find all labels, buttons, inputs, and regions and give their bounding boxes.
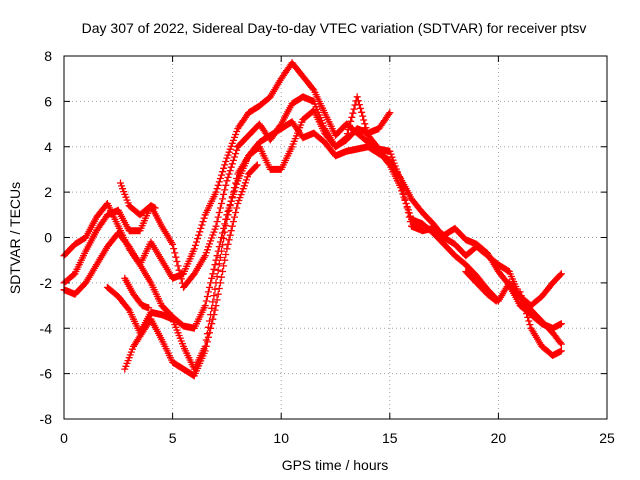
y-axis-label: SDTVAR / TECUs xyxy=(7,182,23,294)
x-tick-label: 20 xyxy=(491,430,507,446)
x-tick-label: 0 xyxy=(60,430,68,446)
data-series-track-5 xyxy=(117,179,159,219)
data-series-track-6 xyxy=(121,274,153,312)
tick-labels: 0 5 10 15 20 25 -8 -6 -4 -2 0 2 4 6 8 xyxy=(40,48,615,446)
chart-title: Day 307 of 2022, Sidereal Day-to-day VTE… xyxy=(82,20,587,36)
y-tick-label: 2 xyxy=(44,184,52,200)
y-tick-label: -2 xyxy=(40,275,53,291)
x-tick-label: 5 xyxy=(169,430,177,446)
data-series-track-9 xyxy=(516,288,565,359)
y-tick-label: -6 xyxy=(40,366,53,382)
x-tick-label: 25 xyxy=(599,430,615,446)
y-tick-label: 6 xyxy=(44,93,52,109)
plot-frame xyxy=(63,55,608,420)
data-series-track-7 xyxy=(121,161,261,380)
y-tick-label: -4 xyxy=(40,320,53,336)
y-tick-label: 4 xyxy=(44,139,52,155)
y-tick-label: 8 xyxy=(44,48,52,64)
data-series-track-4 xyxy=(103,93,565,373)
x-tick-label: 10 xyxy=(273,430,289,446)
data-series-track-8 xyxy=(462,268,500,305)
y-tick-label: -8 xyxy=(40,411,53,427)
y-tick-label: 0 xyxy=(44,230,52,246)
x-axis-label: GPS time / hours xyxy=(282,457,389,473)
x-tick-label: 15 xyxy=(382,430,398,446)
